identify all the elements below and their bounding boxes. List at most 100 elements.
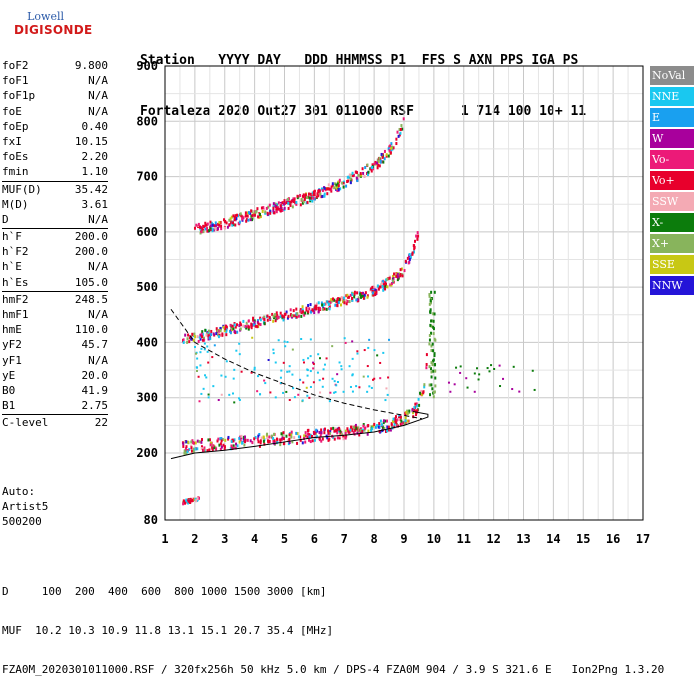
param-row: h`F 200.0	[2, 229, 108, 244]
echo-point	[309, 303, 312, 307]
echo-point	[374, 160, 377, 164]
param-label: hmE	[2, 323, 22, 337]
echo-point	[276, 207, 279, 211]
echo-point	[271, 312, 274, 316]
diffuse-echo	[317, 353, 320, 356]
echo-point	[414, 402, 417, 406]
echo-point	[399, 418, 402, 422]
diffuse-echo	[196, 357, 199, 360]
echo-point	[323, 186, 326, 190]
echo-point	[187, 501, 190, 505]
x-tick-label: 4	[251, 532, 258, 546]
diffuse-echo	[486, 367, 489, 370]
echo-point	[399, 131, 402, 135]
echo-point	[349, 177, 352, 181]
param-value: N/A	[88, 74, 108, 88]
echo-point	[390, 146, 393, 150]
echo-point	[209, 443, 212, 447]
echo-point	[332, 426, 335, 430]
echo-point	[357, 426, 360, 430]
echo-point	[188, 447, 191, 451]
echo-point	[393, 422, 396, 426]
diffuse-echo	[291, 348, 294, 351]
echo-point	[306, 435, 309, 439]
echo-point	[242, 324, 245, 328]
echo-point	[295, 431, 298, 435]
echo-point	[323, 427, 326, 431]
echo-point	[385, 419, 388, 423]
echo-point	[232, 444, 235, 448]
echo-point	[401, 274, 404, 278]
echo-point	[258, 444, 261, 448]
echo-point	[247, 319, 250, 323]
echo-point	[413, 247, 416, 251]
diffuse-echo	[259, 393, 262, 396]
echo-point	[428, 294, 431, 298]
echo-point	[223, 445, 226, 449]
echo-point	[397, 134, 400, 138]
diffuse-echo	[356, 350, 359, 353]
x-tick-label: 7	[341, 532, 348, 546]
echo-point	[211, 448, 214, 452]
echo-point	[210, 329, 213, 333]
echo-point	[283, 206, 286, 210]
diffuse-echo	[199, 364, 202, 367]
echo-point	[309, 433, 312, 437]
echo-point	[325, 307, 328, 311]
echo-point	[197, 496, 200, 500]
diffuse-echo	[351, 340, 354, 343]
diffuse-echo	[302, 358, 305, 361]
echo-point	[415, 234, 418, 238]
echo-point	[237, 221, 240, 225]
echo-point	[383, 282, 386, 286]
echo-point	[429, 393, 432, 397]
echo-point	[331, 297, 334, 301]
echo-point	[299, 308, 302, 312]
echo-point	[432, 349, 435, 353]
echo-point	[308, 307, 311, 311]
echo-point	[283, 312, 286, 316]
echo-point	[285, 310, 288, 314]
echo-point	[388, 148, 391, 152]
echo-point	[210, 333, 213, 337]
echo-point	[429, 323, 432, 327]
echo-point	[308, 196, 311, 200]
param-row: M(D) 3.61	[2, 197, 108, 212]
diffuse-echo	[473, 372, 476, 375]
echo-point	[301, 310, 304, 314]
echo-point	[340, 432, 343, 436]
diffuse-echo	[213, 344, 216, 347]
echo-point	[301, 441, 304, 445]
y-tick-label: 200	[136, 446, 158, 460]
echo-point	[342, 181, 345, 185]
echo-point	[259, 323, 262, 327]
echo-point	[213, 446, 216, 450]
echo-point	[310, 196, 313, 200]
echo-point	[311, 439, 314, 443]
legend-item: NoVal	[650, 66, 694, 85]
echo-point	[225, 333, 228, 337]
echo-point	[257, 322, 260, 326]
echo-point	[208, 336, 211, 340]
echo-point	[386, 425, 389, 429]
echo-point	[234, 223, 237, 227]
echo-point	[203, 225, 206, 229]
echo-point	[239, 212, 242, 216]
echo-point	[285, 434, 288, 438]
echo-point	[399, 415, 402, 419]
echo-point	[392, 276, 395, 280]
diffuse-echo	[282, 391, 285, 394]
echo-point	[225, 324, 228, 328]
echo-point	[195, 223, 198, 227]
echo-point	[337, 184, 340, 188]
param-row: C-level 22	[2, 415, 108, 430]
echo-point	[258, 432, 261, 436]
diffuse-echo	[274, 396, 277, 399]
echo-point	[390, 422, 393, 426]
echo-point	[383, 426, 386, 430]
diffuse-echo	[476, 367, 479, 370]
echo-point	[431, 319, 434, 323]
echo-point	[266, 314, 269, 318]
param-label: D	[2, 212, 9, 226]
echo-point	[209, 226, 212, 230]
